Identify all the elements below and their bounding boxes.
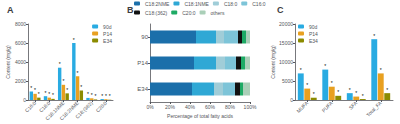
svg-text:others: others bbox=[211, 10, 225, 16]
svg-text:*: * bbox=[300, 67, 302, 73]
svg-text:C18:2NME: C18:2NME bbox=[145, 1, 170, 7]
svg-text:4000: 4000 bbox=[15, 59, 26, 65]
svg-text:10000: 10000 bbox=[279, 59, 293, 65]
svg-text:*: * bbox=[109, 93, 111, 99]
svg-text:*: * bbox=[355, 90, 357, 96]
svg-text:*: * bbox=[87, 91, 89, 97]
svg-text:*: * bbox=[38, 91, 40, 97]
svg-text:90d: 90d bbox=[103, 24, 112, 30]
svg-text:B: B bbox=[127, 5, 134, 15]
svg-text:*: * bbox=[101, 93, 103, 99]
svg-text:*: * bbox=[30, 85, 32, 91]
svg-text:*: * bbox=[59, 61, 61, 67]
svg-text:*: * bbox=[386, 87, 388, 93]
svg-text:*: * bbox=[48, 91, 50, 97]
svg-text:0: 0 bbox=[290, 97, 293, 103]
svg-text:*: * bbox=[80, 84, 82, 90]
svg-text:C20:0: C20:0 bbox=[94, 100, 108, 114]
svg-text:C18:(362): C18:(362) bbox=[145, 10, 168, 16]
svg-text:*: * bbox=[45, 90, 47, 96]
svg-text:*: * bbox=[66, 87, 68, 93]
svg-text:*: * bbox=[95, 93, 97, 99]
svg-text:20%: 20% bbox=[165, 104, 176, 110]
svg-text:C: C bbox=[277, 5, 284, 15]
svg-text:C18:1NME: C18:1NME bbox=[184, 1, 209, 7]
svg-text:SFA: SFA bbox=[347, 99, 358, 110]
svg-text:*: * bbox=[62, 78, 64, 84]
svg-text:0%: 0% bbox=[146, 104, 154, 110]
svg-text:*: * bbox=[91, 92, 93, 98]
svg-text:C16:0: C16:0 bbox=[252, 1, 266, 7]
svg-text:*: * bbox=[380, 67, 382, 73]
svg-text:*: * bbox=[373, 33, 375, 39]
svg-text:*: * bbox=[331, 80, 333, 86]
svg-text:E34: E34 bbox=[137, 86, 148, 92]
svg-text:6000: 6000 bbox=[15, 40, 26, 46]
svg-text:*: * bbox=[77, 70, 79, 76]
svg-text:40%: 40% bbox=[185, 104, 196, 110]
svg-text:*: * bbox=[324, 63, 326, 69]
svg-text:E34: E34 bbox=[103, 38, 112, 44]
svg-text:P14: P14 bbox=[137, 60, 148, 66]
svg-text:*: * bbox=[52, 92, 54, 98]
svg-text:80%: 80% bbox=[225, 104, 236, 110]
svg-text:Content (mg/g): Content (mg/g) bbox=[270, 45, 276, 79]
svg-text:C18:0: C18:0 bbox=[224, 1, 238, 7]
svg-text:8000: 8000 bbox=[15, 21, 26, 27]
svg-text:A: A bbox=[7, 5, 14, 15]
svg-text:P14: P14 bbox=[103, 31, 112, 37]
svg-text:C18:(362): C18:(362) bbox=[74, 100, 94, 120]
svg-text:Total_FA: Total_FA bbox=[365, 99, 383, 117]
svg-text:PUFA: PUFA bbox=[320, 99, 334, 113]
svg-text:*: * bbox=[306, 82, 308, 88]
svg-text:90: 90 bbox=[141, 34, 148, 40]
svg-text:20000: 20000 bbox=[279, 21, 293, 27]
svg-text:Percentage of total fatty acid: Percentage of total fatty acids bbox=[167, 113, 233, 119]
svg-text:*: * bbox=[349, 87, 351, 93]
svg-text:*: * bbox=[362, 93, 364, 99]
svg-text:C18:0: C18:0 bbox=[37, 99, 52, 114]
svg-text:0: 0 bbox=[23, 97, 26, 103]
svg-text:*: * bbox=[73, 37, 75, 43]
svg-text:5000: 5000 bbox=[282, 78, 293, 84]
svg-text:C18:1NME: C18:1NME bbox=[44, 99, 66, 122]
svg-text:C16:0: C16:0 bbox=[24, 100, 38, 114]
svg-text:*: * bbox=[34, 87, 36, 93]
svg-text:MUFA: MUFA bbox=[295, 99, 310, 114]
svg-text:P14: P14 bbox=[309, 31, 318, 37]
svg-text:100%: 100% bbox=[244, 104, 257, 110]
svg-text:90d: 90d bbox=[309, 24, 318, 30]
svg-text:E34: E34 bbox=[309, 38, 318, 44]
svg-text:15000: 15000 bbox=[279, 40, 293, 46]
svg-text:Content (mg/g): Content (mg/g) bbox=[5, 45, 11, 79]
svg-text:*: * bbox=[313, 91, 315, 97]
svg-text:C18:2NME: C18:2NME bbox=[58, 99, 80, 122]
svg-text:C20:0: C20:0 bbox=[182, 10, 196, 16]
svg-text:60%: 60% bbox=[205, 104, 216, 110]
svg-text:*: * bbox=[105, 93, 107, 99]
svg-text:*: * bbox=[337, 89, 339, 95]
svg-text:2000: 2000 bbox=[15, 78, 26, 84]
